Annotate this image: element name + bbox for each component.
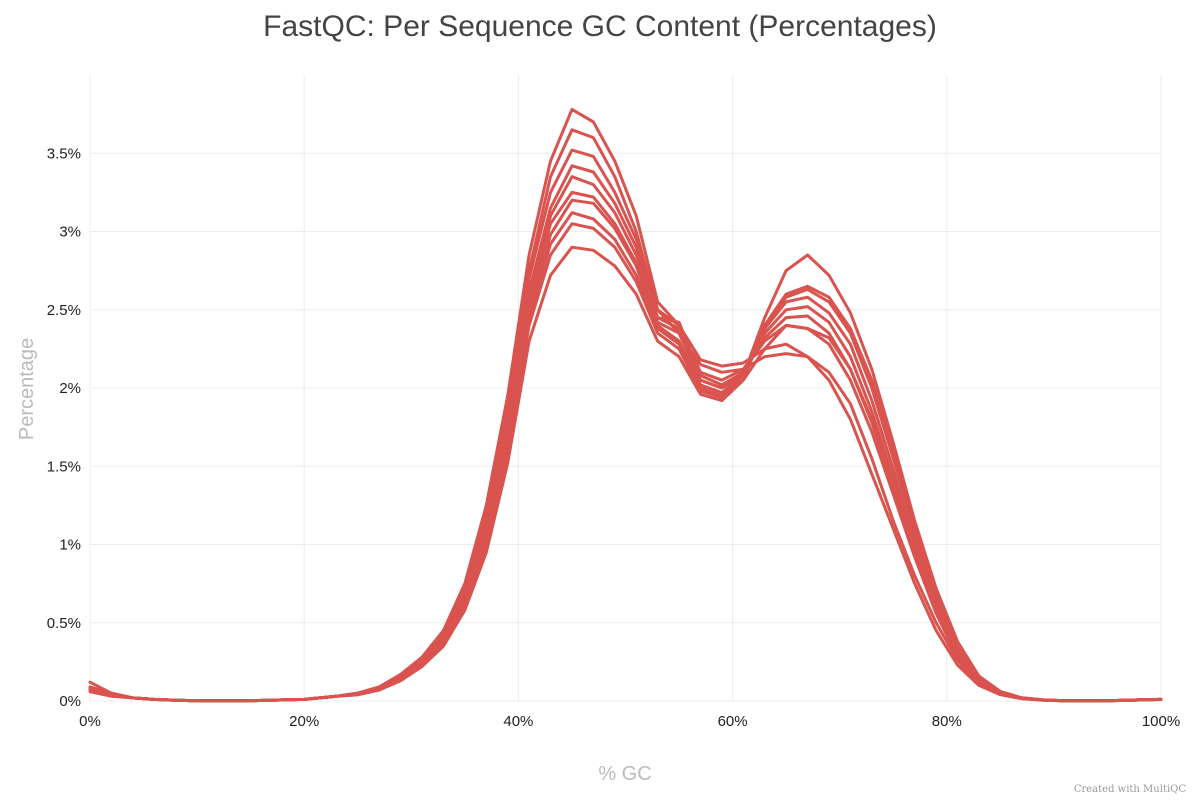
series-line-9[interactable]	[88, 222, 1163, 703]
y-tick-label: 0.5%	[47, 615, 81, 632]
credit-text: Created with MultiQC	[1073, 784, 1186, 795]
grid-lines	[89, 75, 1162, 702]
series-line-10[interactable]	[88, 245, 1163, 703]
x-tick-label: 0%	[79, 713, 101, 730]
series-lines	[88, 107, 1163, 703]
tick-labels: 0% 0.5% 1% 1.5% 2% 2.5% 3% 3.5% 0% 20% 40% 60% 80% 10…	[47, 145, 1180, 730]
x-tick-label: 40%	[503, 713, 533, 730]
series-line-6[interactable]	[88, 190, 1163, 703]
y-tick-label: 3.5%	[47, 145, 81, 162]
y-tick-label: 0%	[59, 693, 81, 710]
y-axis-title: Percentage	[16, 338, 38, 440]
x-axis-title: % GC	[598, 763, 651, 785]
y-tick-label: 2%	[59, 380, 81, 397]
x-tick-label: 20%	[289, 713, 319, 730]
x-tick-label: 80%	[932, 713, 962, 730]
chart-title: FastQC: Per Sequence GC Content (Percent…	[263, 10, 937, 43]
y-tick-label: 3%	[59, 224, 81, 241]
series-line-7[interactable]	[88, 198, 1163, 703]
series-line-1[interactable]	[88, 107, 1163, 703]
series-line-8[interactable]	[88, 211, 1163, 703]
x-tick-label: 100%	[1142, 713, 1180, 730]
y-tick-label: 2.5%	[47, 302, 81, 319]
y-tick-label: 1%	[59, 537, 81, 554]
y-tick-label: 1.5%	[47, 458, 81, 475]
x-tick-label: 60%	[718, 713, 748, 730]
